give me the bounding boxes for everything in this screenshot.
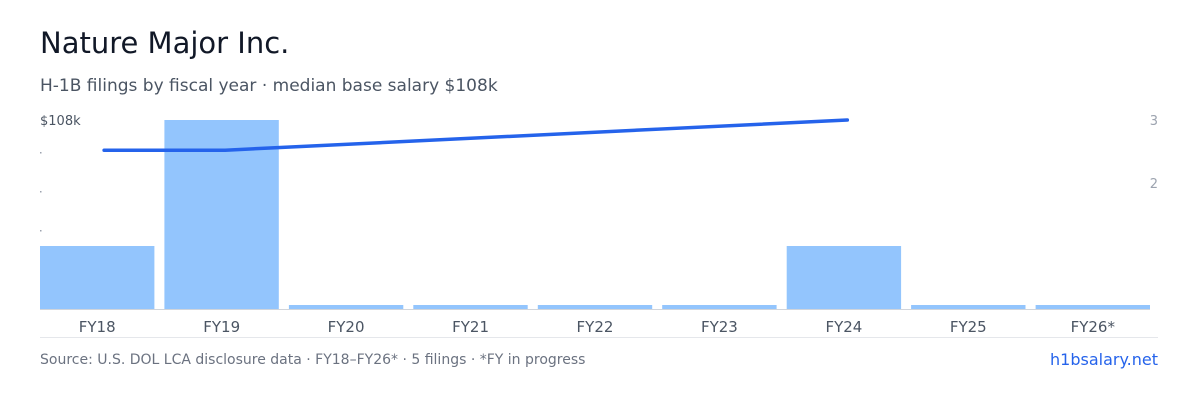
salary-line — [102, 118, 850, 152]
bar-fy26-star — [1035, 305, 1150, 309]
x-tick-label: FY22 — [577, 318, 614, 336]
right-tick-label: 3 — [1150, 114, 1158, 129]
x-tick-label: FY25 — [950, 318, 987, 336]
brand-link[interactable]: h1bsalary.net — [1050, 350, 1158, 369]
bar-fy22 — [537, 305, 653, 309]
source-note: Source: U.S. DOL LCA disclosure data · F… — [40, 352, 586, 368]
right-tick-label: 2 — [1150, 177, 1158, 192]
x-tick-label: FY19 — [203, 318, 240, 336]
bar-fy20 — [288, 305, 404, 309]
left-axis-label: $108k — [40, 114, 81, 129]
chart-title: Nature Major Inc. — [40, 26, 290, 60]
bar-fy18 — [40, 246, 155, 309]
x-tick-label: FY24 — [825, 318, 862, 336]
x-tick-label: FY26* — [1071, 318, 1116, 336]
x-tick-label: FY20 — [328, 318, 365, 336]
left-tick-mark — [40, 191, 42, 193]
left-tick-mark — [40, 230, 42, 232]
bar-fy23 — [662, 305, 777, 309]
bar-fy21 — [413, 305, 528, 309]
x-tick-label: FY18 — [79, 318, 116, 336]
chart-subtitle: H-1B filings by fiscal year · median bas… — [40, 76, 498, 96]
left-tick-mark — [40, 152, 42, 154]
x-tick-label: FY23 — [701, 318, 738, 336]
bar-fy25 — [911, 305, 1026, 309]
x-tick-label: FY21 — [452, 318, 489, 336]
bar-fy24 — [786, 246, 902, 309]
